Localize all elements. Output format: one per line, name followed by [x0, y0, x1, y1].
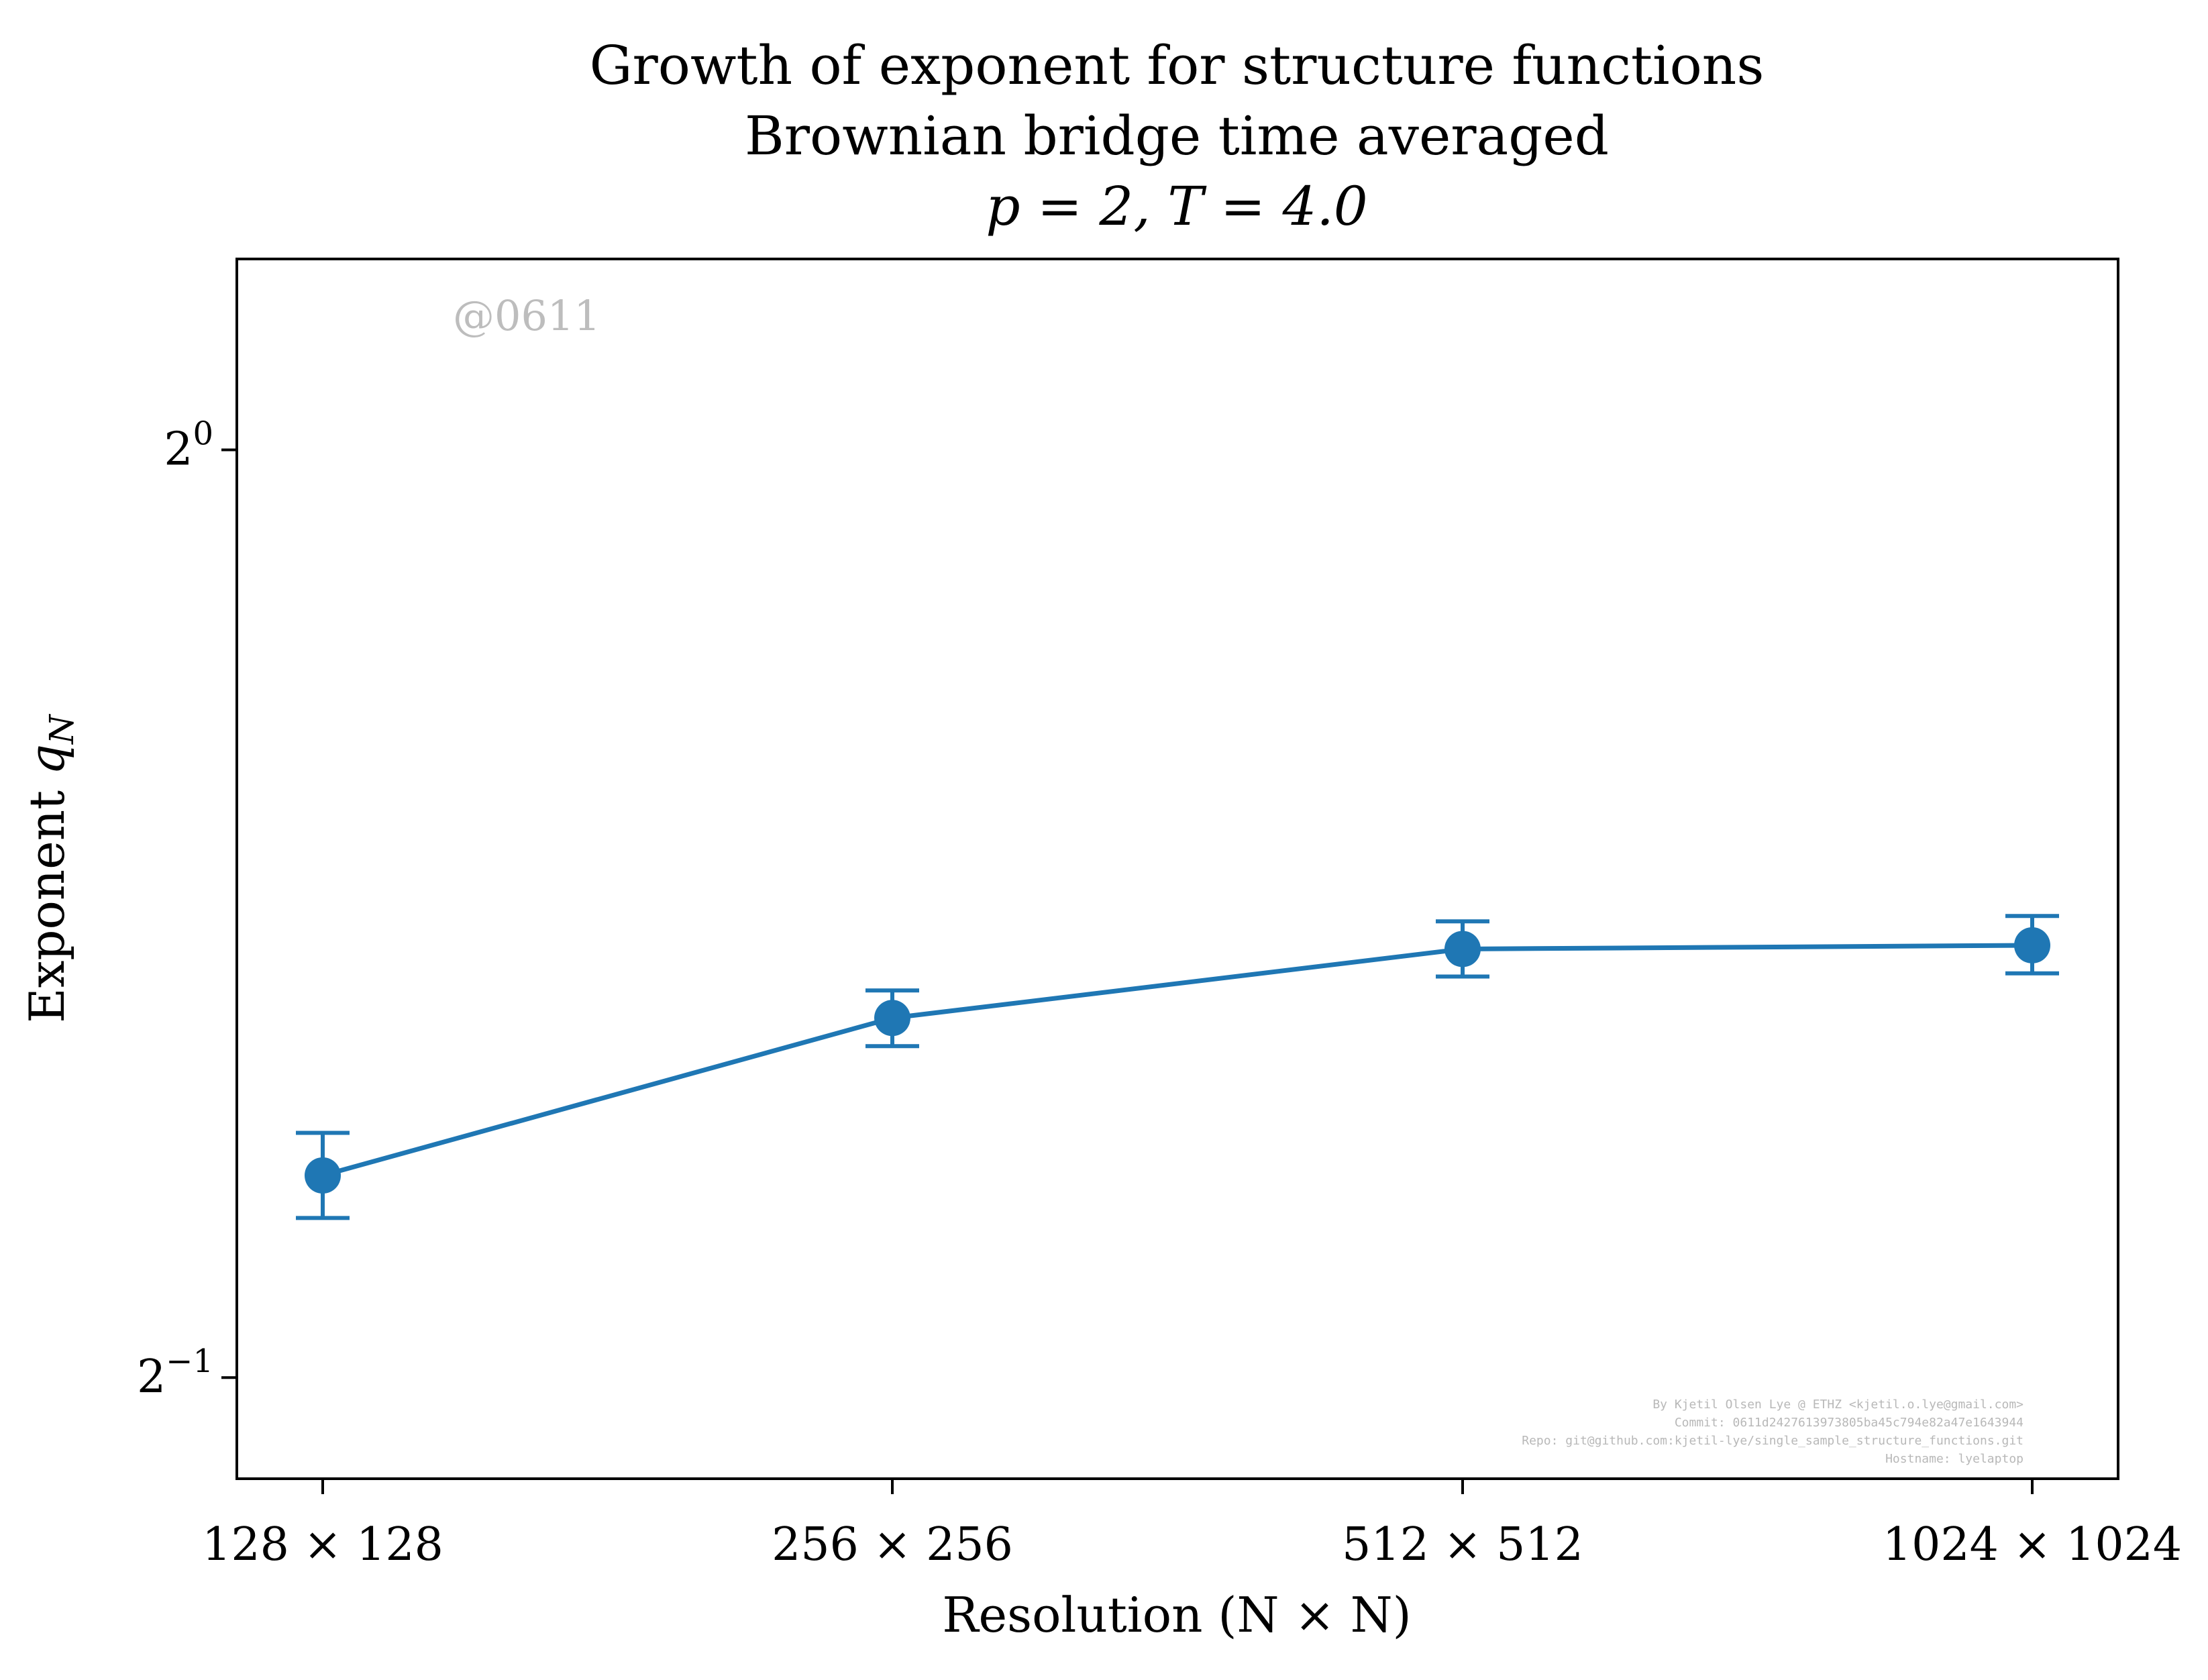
- x-tick-label-0: 128 × 128: [202, 1518, 443, 1571]
- x-axis: 128 × 128 256 × 256 512 × 512 1024 × 102…: [202, 1479, 2182, 1571]
- x-tick-label-2: 512 × 512: [1342, 1518, 1583, 1571]
- y-tick-label-1: 2−1: [137, 1343, 213, 1404]
- x-axis-label: Resolution (N × N): [942, 1587, 1411, 1643]
- x-tick-label-3: 1024 × 1024: [1883, 1518, 2182, 1571]
- data-point-3: [2014, 927, 2050, 963]
- data-point-0: [305, 1157, 341, 1194]
- y-tick-label-0: 20: [164, 415, 213, 476]
- y-axis: 20 2−1: [137, 415, 237, 1404]
- title-line-1: Growth of exponent for structure functio…: [590, 34, 1765, 97]
- credit-line-4: Hostname: lyelaptop: [1885, 1452, 2023, 1466]
- credit-line-3: Repo: git@github.com:kjetil-lye/single_s…: [1522, 1434, 2023, 1448]
- x-tick-label-1: 256 × 256: [772, 1518, 1013, 1571]
- credits-block: By Kjetil Olsen Lye @ ETHZ <kjetil.o.lye…: [1522, 1398, 2023, 1466]
- title-line-2: Brownian bridge time averaged: [745, 105, 1609, 167]
- data-point-2: [1444, 931, 1481, 967]
- watermark-text: @0611: [453, 291, 600, 340]
- plot-area-frame: [235, 258, 2119, 1480]
- series-line: [322, 943, 2033, 1178]
- chart-title: Growth of exponent for structure functio…: [590, 34, 1765, 238]
- y-axis-label: Exponent qN: [19, 713, 81, 1023]
- title-line-3: p = 2, T = 4.0: [986, 175, 1367, 238]
- credit-line-1: By Kjetil Olsen Lye @ ETHZ <kjetil.o.lye…: [1652, 1398, 2023, 1412]
- credit-line-2: Commit: 0611d2427613973805ba45c794e82a47…: [1675, 1416, 2023, 1430]
- data-point-1: [874, 1000, 910, 1037]
- series-layer: [296, 914, 2059, 1220]
